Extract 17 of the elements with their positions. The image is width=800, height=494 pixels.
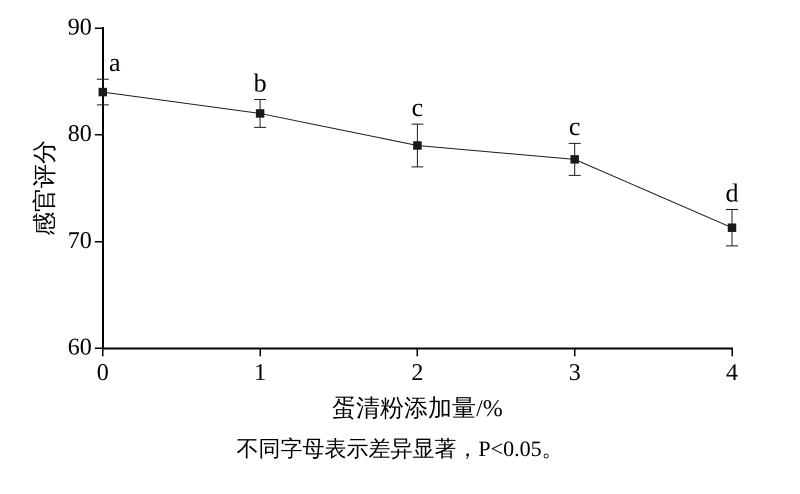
text: 不同字母表示差异显著，P<0.05。 <box>235 435 565 463</box>
y-tick-label: 80 <box>68 121 92 148</box>
annotation: a <box>109 48 122 78</box>
x-tick-label: 3 <box>568 360 581 386</box>
x-tick-label: 0 <box>96 360 109 386</box>
annotation: d <box>726 178 738 208</box>
x-axis-title: 蛋清粉添加量/% <box>332 396 503 422</box>
y-tick-label: 90 <box>68 14 92 40</box>
x-tick-label: 4 <box>726 360 738 386</box>
y-tick-label: 60 <box>68 334 92 361</box>
y-tick-label: 70 <box>68 228 92 254</box>
annotation: c <box>568 112 580 142</box>
x-tick-label: 2 <box>411 360 424 386</box>
y-axis-title: 感官评分 <box>32 140 59 236</box>
annotation: b <box>254 68 267 98</box>
x-tick-label: 1 <box>254 360 266 386</box>
annotation: c <box>412 92 424 122</box>
